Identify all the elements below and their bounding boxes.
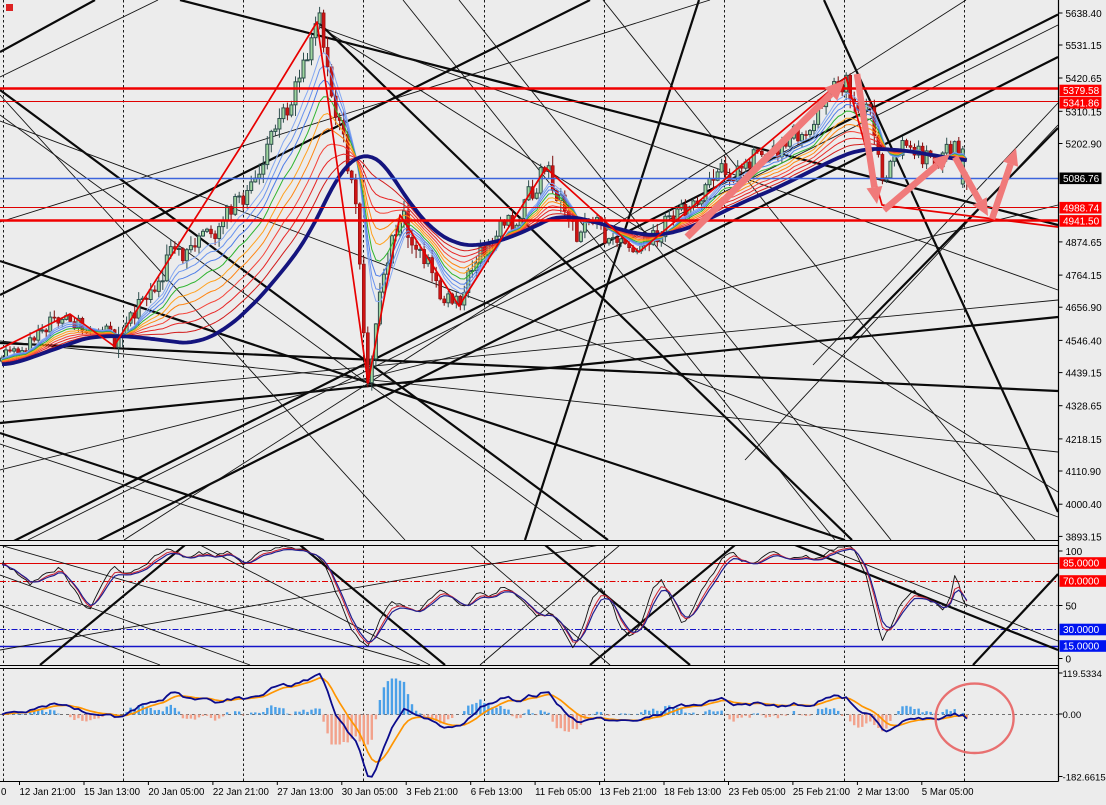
svg-text:5341.86: 5341.86 — [1063, 98, 1100, 109]
svg-text:6 Feb 13:00: 6 Feb 13:00 — [471, 787, 523, 798]
svg-text:4000.40: 4000.40 — [1066, 500, 1103, 511]
svg-text:4874.65: 4874.65 — [1066, 238, 1103, 249]
svg-text:4546.40: 4546.40 — [1066, 336, 1103, 347]
svg-text:4941.50: 4941.50 — [1063, 217, 1100, 228]
svg-text:15.0000: 15.0000 — [1063, 642, 1100, 653]
svg-text:2 Mar 13:00: 2 Mar 13:00 — [857, 787, 909, 798]
svg-text:119.5334: 119.5334 — [1063, 669, 1103, 680]
svg-text:85.0000: 85.0000 — [1063, 559, 1100, 570]
svg-text:70.0000: 70.0000 — [1063, 577, 1100, 588]
svg-text:-182.6615: -182.6615 — [1063, 773, 1106, 784]
svg-text:4439.15: 4439.15 — [1066, 369, 1103, 380]
svg-text:3893.15: 3893.15 — [1066, 532, 1103, 543]
svg-text:4218.15: 4218.15 — [1066, 435, 1103, 446]
svg-text:22 Jan 21:00: 22 Jan 21:00 — [213, 787, 270, 798]
svg-text:3 Feb 21:00: 3 Feb 21:00 — [406, 787, 458, 798]
svg-text:5086.76: 5086.76 — [1063, 174, 1100, 185]
svg-text:4988.74: 4988.74 — [1063, 203, 1100, 214]
svg-text:5 Mar 05:00: 5 Mar 05:00 — [922, 787, 974, 798]
svg-text:100: 100 — [1066, 547, 1083, 558]
svg-text:0.00: 0.00 — [1063, 710, 1082, 721]
svg-text:5379.58: 5379.58 — [1063, 86, 1100, 97]
svg-text:23 Feb 05:00: 23 Feb 05:00 — [729, 787, 787, 798]
svg-text:4110.90: 4110.90 — [1066, 467, 1102, 478]
svg-text:5420.65: 5420.65 — [1066, 74, 1103, 85]
svg-text:15 Jan 13:00: 15 Jan 13:00 — [84, 787, 141, 798]
svg-text:4328.65: 4328.65 — [1066, 402, 1103, 413]
svg-text:4656.90: 4656.90 — [1066, 303, 1103, 314]
svg-text:50: 50 — [1066, 602, 1078, 613]
svg-text:27 Jan 13:00: 27 Jan 13:00 — [277, 787, 334, 798]
svg-text:0: 0 — [1, 787, 7, 798]
svg-text:12 Jan 21:00: 12 Jan 21:00 — [20, 787, 77, 798]
svg-text:5531.15: 5531.15 — [1066, 41, 1103, 52]
svg-text:5202.90: 5202.90 — [1066, 140, 1103, 151]
svg-text:11 Feb 05:00: 11 Feb 05:00 — [535, 787, 592, 798]
svg-text:4764.15: 4764.15 — [1066, 271, 1103, 282]
svg-text:18 Feb 13:00: 18 Feb 13:00 — [664, 787, 722, 798]
svg-text:0: 0 — [1066, 655, 1072, 666]
svg-text:25 Feb 21:00: 25 Feb 21:00 — [793, 787, 851, 798]
svg-text:13 Feb 21:00: 13 Feb 21:00 — [600, 787, 658, 798]
svg-text:20 Jan 05:00: 20 Jan 05:00 — [148, 787, 205, 798]
svg-text:30.0000: 30.0000 — [1063, 625, 1100, 636]
svg-text:5638.40: 5638.40 — [1066, 9, 1103, 20]
svg-text:30 Jan 05:00: 30 Jan 05:00 — [342, 787, 399, 798]
